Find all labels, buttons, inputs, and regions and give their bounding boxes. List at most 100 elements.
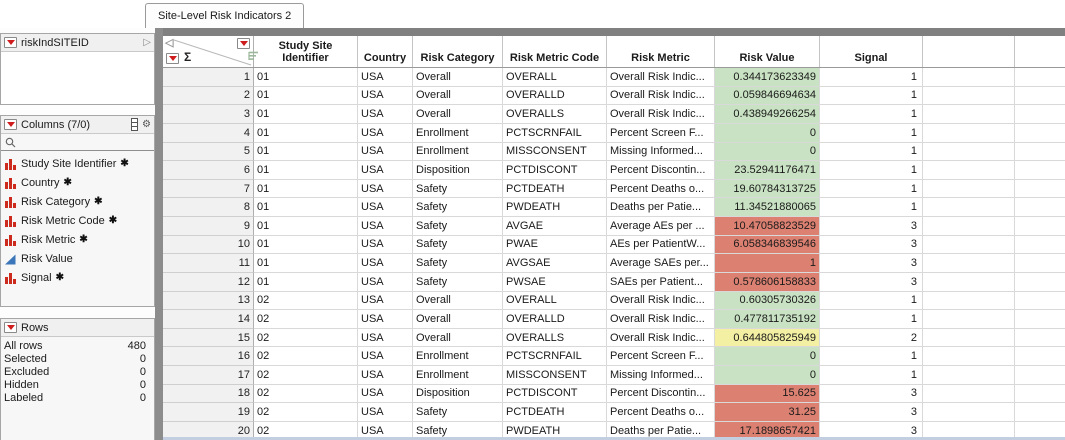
cell-empty-2[interactable] <box>1015 105 1065 124</box>
cell-study-site-identifier[interactable]: 01 <box>254 180 358 199</box>
cell-empty-1[interactable] <box>923 105 1015 124</box>
cell-risk-category[interactable]: Safety <box>413 180 503 199</box>
cell-risk-value[interactable]: 1 <box>715 254 820 273</box>
red-triangle-menu-icon[interactable] <box>4 119 17 130</box>
column-list-item[interactable]: Country ✱ <box>3 173 154 192</box>
cell-signal[interactable]: 3 <box>820 273 923 292</box>
cell-signal[interactable]: 1 <box>820 105 923 124</box>
cell-country[interactable]: USA <box>358 292 413 311</box>
cell-study-site-identifier[interactable]: 01 <box>254 68 358 87</box>
cell-risk-value[interactable]: 0 <box>715 366 820 385</box>
cell-study-site-identifier[interactable]: 01 <box>254 143 358 162</box>
cell-empty-1[interactable] <box>923 87 1015 106</box>
column-header-signal[interactable]: Signal <box>820 36 923 67</box>
cell-empty-2[interactable] <box>1015 236 1065 255</box>
cell-signal[interactable]: 1 <box>820 347 923 366</box>
cell-signal[interactable]: 1 <box>820 310 923 329</box>
cell-country[interactable]: USA <box>358 403 413 422</box>
column-list-item[interactable]: Risk Category ✱ <box>3 192 154 211</box>
cell-risk-metric[interactable]: Average SAEs per... <box>607 254 715 273</box>
column-search-input[interactable] <box>1 134 154 151</box>
cell-empty-2[interactable] <box>1015 366 1065 385</box>
column-settings-gear-icon[interactable]: ⚙ <box>142 120 151 130</box>
cell-country[interactable]: USA <box>358 124 413 143</box>
cell-empty-1[interactable] <box>923 292 1015 311</box>
cell-risk-category[interactable]: Overall <box>413 310 503 329</box>
cell-risk-metric-code[interactable]: PCTDISCONT <box>503 385 607 404</box>
cell-risk-metric-code[interactable]: PCTDEATH <box>503 180 607 199</box>
red-triangle-menu-icon[interactable] <box>166 53 179 64</box>
cell-risk-metric[interactable]: Overall Risk Indic... <box>607 68 715 87</box>
cell-empty-1[interactable] <box>923 254 1015 273</box>
cell-risk-metric[interactable]: Average AEs per ... <box>607 217 715 236</box>
column-list-item[interactable]: Study Site Identifier ✱ <box>3 154 154 173</box>
cell-risk-metric-code[interactable]: PCTDISCONT <box>503 161 607 180</box>
row-number-cell[interactable]: 6 <box>163 161 254 180</box>
cell-study-site-identifier[interactable]: 01 <box>254 273 358 292</box>
cell-study-site-identifier[interactable]: 02 <box>254 329 358 348</box>
cell-risk-metric[interactable]: Percent Screen F... <box>607 124 715 143</box>
cell-risk-value[interactable]: 23.52941176471 <box>715 161 820 180</box>
cell-study-site-identifier[interactable]: 01 <box>254 236 358 255</box>
cell-empty-2[interactable] <box>1015 385 1065 404</box>
column-header-risk-value[interactable]: Risk Value <box>715 36 820 67</box>
cell-empty-1[interactable] <box>923 366 1015 385</box>
cell-risk-metric-code[interactable]: OVERALLS <box>503 329 607 348</box>
cell-empty-2[interactable] <box>1015 217 1065 236</box>
cell-risk-metric-code[interactable]: AVGAE <box>503 217 607 236</box>
red-triangle-menu-icon[interactable] <box>237 38 250 49</box>
cell-risk-category[interactable]: Overall <box>413 105 503 124</box>
cell-study-site-identifier[interactable]: 02 <box>254 292 358 311</box>
row-number-cell[interactable]: 7 <box>163 180 254 199</box>
cell-risk-category[interactable]: Safety <box>413 198 503 217</box>
cell-study-site-identifier[interactable]: 02 <box>254 347 358 366</box>
cell-risk-value[interactable]: 0 <box>715 347 820 366</box>
cell-country[interactable]: USA <box>358 68 413 87</box>
cell-study-site-identifier[interactable]: 01 <box>254 87 358 106</box>
cell-country[interactable]: USA <box>358 385 413 404</box>
cell-risk-metric[interactable]: Overall Risk Indic... <box>607 87 715 106</box>
cell-study-site-identifier[interactable]: 01 <box>254 217 358 236</box>
column-header-empty-2[interactable] <box>1015 36 1065 67</box>
cell-risk-metric-code[interactable]: AVGSAE <box>503 254 607 273</box>
column-list-item[interactable]: Risk Metric ✱ <box>3 230 154 249</box>
column-header-risk-metric[interactable]: Risk Metric <box>607 36 715 67</box>
column-header-empty-1[interactable] <box>923 36 1015 67</box>
cell-empty-2[interactable] <box>1015 347 1065 366</box>
cell-risk-category[interactable]: Disposition <box>413 385 503 404</box>
cell-risk-value[interactable]: 11.34521880065 <box>715 198 820 217</box>
row-number-cell[interactable]: 16 <box>163 347 254 366</box>
cell-study-site-identifier[interactable]: 02 <box>254 310 358 329</box>
cell-country[interactable]: USA <box>358 273 413 292</box>
cell-empty-1[interactable] <box>923 180 1015 199</box>
collapse-left-icon[interactable]: ◁ <box>165 37 173 50</box>
cell-risk-metric[interactable]: Overall Risk Indic... <box>607 329 715 348</box>
cell-empty-1[interactable] <box>923 236 1015 255</box>
cell-country[interactable]: USA <box>358 310 413 329</box>
cell-risk-metric-code[interactable]: PWDEATH <box>503 198 607 217</box>
row-number-cell[interactable]: 1 <box>163 68 254 87</box>
cell-signal[interactable]: 1 <box>820 143 923 162</box>
cell-risk-category[interactable]: Safety <box>413 403 503 422</box>
cell-empty-2[interactable] <box>1015 124 1065 143</box>
cell-risk-value[interactable]: 31.25 <box>715 403 820 422</box>
cell-risk-metric[interactable]: Overall Risk Indic... <box>607 292 715 311</box>
cell-country[interactable]: USA <box>358 161 413 180</box>
column-header-study-site-identifier[interactable]: Study Site Identifier <box>254 36 358 67</box>
cell-risk-category[interactable]: Safety <box>413 217 503 236</box>
expand-right-icon[interactable]: ▷ <box>143 38 151 48</box>
cell-risk-metric[interactable]: SAEs per Patient... <box>607 273 715 292</box>
cell-empty-1[interactable] <box>923 124 1015 143</box>
cell-risk-metric[interactable]: AEs per PatientW... <box>607 236 715 255</box>
cell-risk-category[interactable]: Enrollment <box>413 143 503 162</box>
cell-risk-category[interactable]: Enrollment <box>413 366 503 385</box>
cell-risk-value[interactable]: 0.344173623349 <box>715 68 820 87</box>
cell-study-site-identifier[interactable]: 01 <box>254 161 358 180</box>
row-number-cell[interactable]: 18 <box>163 385 254 404</box>
cell-study-site-identifier[interactable]: 02 <box>254 385 358 404</box>
cell-risk-value[interactable]: 0.644805825949 <box>715 329 820 348</box>
cell-risk-metric-code[interactable]: PWAE <box>503 236 607 255</box>
cell-country[interactable]: USA <box>358 329 413 348</box>
cell-risk-value[interactable]: 0 <box>715 143 820 162</box>
row-number-cell[interactable]: 12 <box>163 273 254 292</box>
